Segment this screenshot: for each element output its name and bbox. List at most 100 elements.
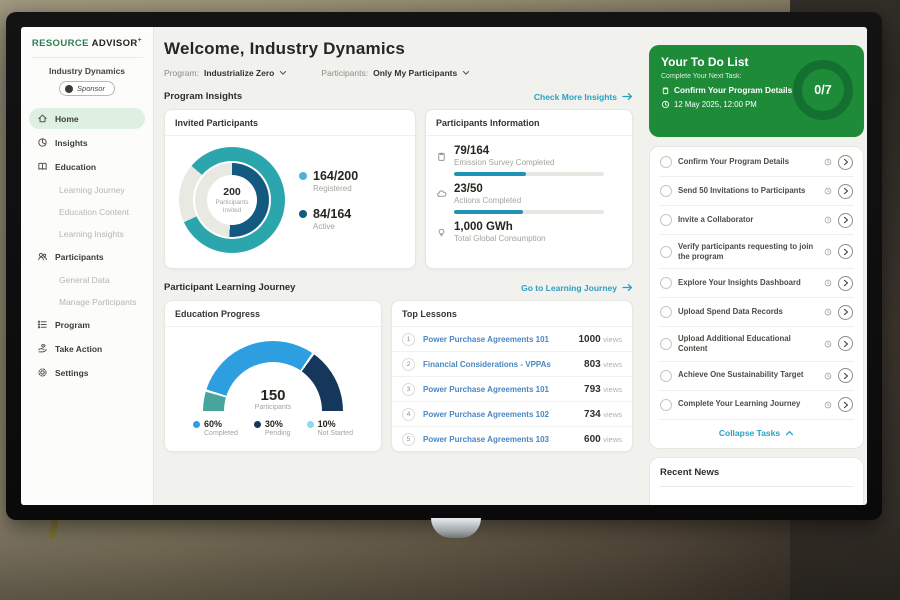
clock-icon	[824, 401, 832, 408]
sidebar-item-home[interactable]: Home	[29, 108, 145, 130]
todo-due-datetime: 12 May 2025, 12:00 PM	[661, 100, 852, 109]
task-checkbox[interactable]	[660, 398, 672, 411]
task-open-button[interactable]	[838, 397, 853, 412]
sidebar-item-label: Program	[55, 319, 90, 330]
program-label: Program:	[164, 68, 199, 78]
sidebar-item-learning-journey[interactable]: Learning Journey	[59, 185, 125, 196]
todo-task-row: Upload Additional Educational Content	[659, 327, 854, 362]
legend-completed: 60% Completed	[193, 419, 238, 437]
todo-subtitle: Complete Your Next Task:	[661, 73, 742, 80]
check-more-insights-link[interactable]: Check More Insights	[534, 92, 633, 102]
task-checkbox[interactable]	[660, 306, 672, 319]
clock-icon	[824, 279, 832, 287]
lesson-row: 4 Power Purchase Agreements 102 734 view…	[392, 402, 632, 427]
task-label: Send 50 Invitations to Participants	[678, 185, 806, 195]
sidebar-item-participants[interactable]: Participants	[29, 246, 145, 267]
sidebar-item-program[interactable]: Program	[29, 314, 145, 335]
sidebar-item-take-action[interactable]: Take Action	[29, 338, 145, 359]
task-checkbox[interactable]	[660, 185, 672, 197]
sidebar-item-label: Home	[55, 113, 79, 124]
task-checkbox[interactable]	[660, 277, 672, 290]
task-checkbox[interactable]	[660, 214, 672, 226]
book-icon	[38, 162, 47, 171]
clock-icon	[824, 216, 832, 224]
logo-plus: +	[137, 37, 143, 44]
sidebar-item-label: Participants	[55, 251, 104, 262]
sidebar-item-label: Insights	[55, 137, 88, 148]
chevron-up-icon	[785, 430, 794, 435]
sidebar-item-education-content[interactable]: Education Content	[59, 207, 129, 218]
lesson-views: 793 views	[584, 383, 622, 395]
task-open-button[interactable]	[838, 244, 853, 260]
sidebar-item-education[interactable]: Education	[29, 156, 145, 177]
chevron-right-icon	[843, 248, 848, 255]
todo-panel: Your To Do List Complete Your Next Task:…	[643, 27, 867, 505]
lesson-row: 5 Power Purchase Agreements 103 600 view…	[392, 427, 632, 451]
sidebar-item-insights[interactable]: Insights	[29, 132, 145, 153]
program-dropdown[interactable]: Program: Industrialize Zero	[164, 68, 287, 78]
task-label: Invite a Collaborator	[678, 214, 754, 224]
task-checkbox[interactable]	[660, 156, 672, 168]
sidebar-item-settings[interactable]: Settings	[29, 362, 145, 383]
gauge-center-label: 150 Participants	[254, 387, 292, 411]
sidebar: RESOURCE ADVISOR+ Industry Dynamics Spon…	[21, 27, 154, 505]
sidebar-item-manage-participants[interactable]: Manage Participants	[59, 297, 137, 308]
task-label: Upload Additional Educational Content	[678, 333, 791, 353]
lesson-title-link[interactable]: Power Purchase Agreements 101	[423, 334, 549, 344]
participants-label: Participants:	[321, 68, 369, 78]
todo-task-row: Confirm Your Program Details	[659, 148, 854, 177]
task-open-button[interactable]	[838, 336, 853, 352]
legend-pending: 30% Pending	[253, 419, 291, 437]
chevron-down-icon	[463, 70, 470, 75]
collapse-tasks-link[interactable]: Collapse Tasks	[659, 420, 854, 447]
task-checkbox[interactable]	[660, 337, 672, 350]
arrow-right-icon	[622, 283, 633, 292]
lesson-views: 1000 views	[578, 333, 622, 345]
learning-cards-row: Education Progress 150 Participants	[164, 300, 633, 452]
task-checkbox[interactable]	[660, 245, 672, 258]
metric-total-consumption: 1,000 GWh Total Global Consumption	[436, 221, 620, 243]
lesson-title-link[interactable]: Financial Considerations - VPPAs	[423, 359, 551, 369]
clipboard-icon	[662, 86, 669, 94]
sponsor-badge-label: Sponsor	[77, 84, 105, 94]
home-icon	[38, 114, 47, 123]
dashboard-screen: RESOURCE ADVISOR+ Industry Dynamics Spon…	[21, 27, 867, 505]
top-lessons-title: Top Lessons	[392, 301, 632, 327]
lesson-title-link[interactable]: Power Purchase Agreements 101	[423, 384, 549, 394]
participants-value: Only My Participants	[373, 68, 458, 78]
todo-summary-card: Your To Do List Complete Your Next Task:…	[649, 45, 864, 137]
sidebar-item-label: Education	[55, 161, 97, 172]
task-checkbox[interactable]	[660, 369, 672, 382]
todo-task-row: Complete Your Learning Journey	[659, 391, 854, 420]
sidebar-item-general-data[interactable]: General Data	[59, 275, 110, 286]
recent-news-title: Recent News	[660, 466, 720, 478]
top-lessons-card: Top Lessons 1 Power Purchase Agreements …	[391, 300, 633, 452]
metric-emission-survey: 79/164 Emission Survey Completed	[436, 145, 620, 176]
lesson-rank-badge: 1	[402, 332, 415, 346]
app-logo: RESOURCE ADVISOR+	[21, 37, 153, 49]
sidebar-item-learning-insights[interactable]: Learning Insights	[59, 229, 124, 240]
task-open-button[interactable]	[838, 212, 853, 228]
chevron-right-icon	[843, 280, 848, 287]
education-progress-card: Education Progress 150 Participants	[164, 300, 382, 452]
lesson-row: 1 Power Purchase Agreements 101 1000 vie…	[392, 327, 632, 352]
legend-not-started: 10% Not Started	[306, 419, 353, 437]
page-title: Welcome, Industry Dynamics	[164, 39, 406, 58]
task-open-button[interactable]	[838, 275, 853, 291]
task-open-button[interactable]	[838, 183, 853, 199]
lesson-title-link[interactable]: Power Purchase Agreements 103	[423, 434, 549, 444]
list-icon	[37, 320, 47, 329]
hand-heart-icon	[38, 344, 47, 353]
filter-bar: Program: Industrialize Zero Participants…	[164, 68, 633, 78]
participants-dropdown[interactable]: Participants: Only My Participants	[321, 68, 470, 78]
lesson-title-link[interactable]: Power Purchase Agreements 102	[423, 409, 549, 419]
clipboard-icon	[438, 152, 445, 161]
task-open-button[interactable]	[838, 304, 853, 320]
clock-icon	[661, 100, 670, 109]
chevron-right-icon	[843, 158, 848, 166]
task-open-button[interactable]	[838, 154, 853, 170]
sponsor-badge[interactable]: Sponsor	[59, 81, 115, 97]
task-open-button[interactable]	[838, 368, 853, 383]
lesson-rank-badge: 2	[402, 357, 415, 371]
go-to-learning-journey-link[interactable]: Go to Learning Journey	[521, 283, 633, 293]
